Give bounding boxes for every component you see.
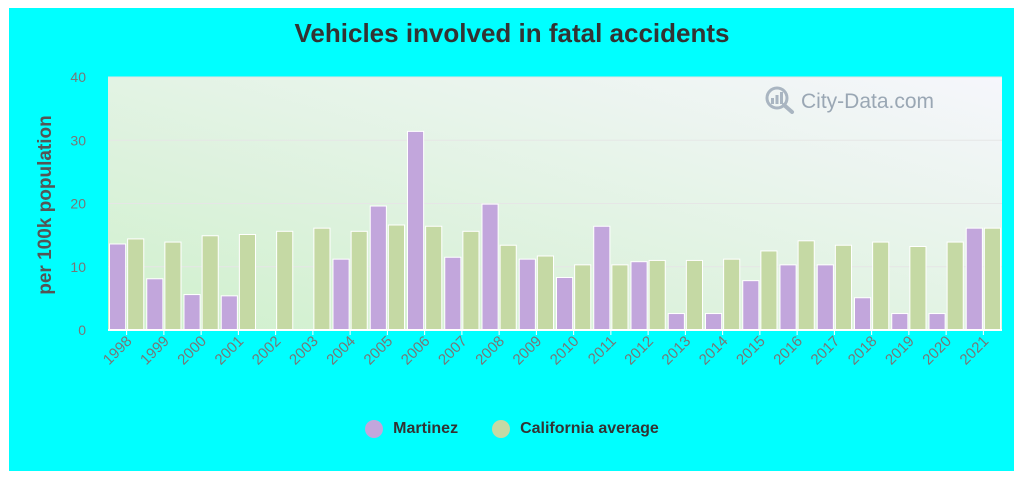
x-tick-label: 2002 — [249, 333, 285, 369]
y-tick-label: 20 — [70, 196, 86, 212]
bar-martinez-2008[interactable] — [481, 203, 499, 331]
x-tick-label: 2016 — [770, 333, 806, 369]
x-tick-label: 2005 — [361, 333, 397, 369]
bar-martinez-2009[interactable] — [518, 258, 536, 331]
bar-martinez-2004[interactable] — [332, 258, 350, 331]
x-tick-label: 2008 — [472, 333, 508, 369]
bar-martinez-2020[interactable] — [928, 313, 946, 331]
bar-martinez-1999[interactable] — [146, 278, 164, 331]
magnifier-chart-icon — [765, 86, 795, 119]
bar-california-average-2019[interactable] — [909, 246, 927, 331]
x-tick-label: 1998 — [100, 333, 136, 369]
bar-california-average-2003[interactable] — [313, 227, 331, 331]
bar-martinez-2021[interactable] — [965, 227, 983, 331]
bar-california-average-2000[interactable] — [201, 235, 219, 331]
bar-california-average-2016[interactable] — [797, 240, 815, 331]
bar-martinez-2000[interactable] — [183, 294, 201, 331]
legend-label-california-average: California average — [520, 420, 659, 437]
x-tick-label: 2006 — [398, 333, 434, 369]
x-tick-label: 2020 — [919, 333, 955, 369]
x-tick-label: 2007 — [435, 333, 471, 369]
bar-martinez-2019[interactable] — [891, 313, 909, 331]
bar-california-average-2018[interactable] — [872, 241, 890, 331]
bar-martinez-2012[interactable] — [630, 261, 648, 331]
legend-item-california-average[interactable]: California average — [492, 420, 659, 438]
x-tick-label: 2017 — [808, 333, 844, 369]
bar-california-average-2013[interactable] — [685, 259, 703, 331]
bar-martinez-1998[interactable] — [109, 243, 127, 331]
x-tick-label: 2011 — [585, 333, 620, 368]
bar-california-average-1999[interactable] — [164, 241, 182, 331]
bar-california-average-2010[interactable] — [574, 264, 592, 331]
x-tick-label: 2004 — [323, 333, 359, 369]
bar-california-average-2004[interactable] — [350, 230, 368, 331]
x-tick-label: 2010 — [547, 333, 583, 369]
watermark-text: City-Data.com — [801, 90, 935, 113]
x-tick-label: 2001 — [212, 333, 248, 369]
watermark: City-Data.com — [765, 86, 935, 119]
legend-swatch-martinez — [365, 420, 384, 438]
bar-martinez-2010[interactable] — [556, 277, 574, 331]
bar-california-average-2015[interactable] — [760, 250, 778, 331]
y-tick-label: 10 — [70, 259, 86, 275]
y-tick-label: 40 — [70, 69, 86, 85]
x-tick-label: 2018 — [845, 333, 881, 369]
bar-california-average-2008[interactable] — [499, 244, 517, 331]
x-tick-label: 2015 — [733, 333, 769, 369]
bar-california-average-2012[interactable] — [648, 259, 666, 331]
bar-california-average-2005[interactable] — [387, 224, 405, 331]
bar-martinez-2011[interactable] — [593, 225, 611, 331]
legend: Martinez California average — [0, 420, 1024, 438]
bar-california-average-2017[interactable] — [834, 244, 852, 331]
x-tick-label: 2000 — [174, 333, 210, 369]
bar-california-average-2006[interactable] — [425, 225, 443, 331]
grid-lines — [108, 76, 1002, 268]
x-tick-label: 2012 — [621, 333, 657, 369]
x-tick-label: 2009 — [510, 333, 546, 369]
bar-california-average-1998[interactable] — [127, 238, 145, 331]
bar-california-average-2011[interactable] — [611, 264, 629, 331]
legend-label-martinez: Martinez — [393, 420, 459, 437]
x-tick-label: 2021 — [957, 333, 993, 369]
legend-item-martinez[interactable]: Martinez — [365, 420, 458, 438]
bar-california-average-2001[interactable] — [238, 233, 256, 331]
bar-martinez-2005[interactable] — [369, 205, 387, 331]
x-tick-label: 2013 — [659, 333, 695, 369]
bar-martinez-2018[interactable] — [854, 297, 872, 331]
bar-martinez-2016[interactable] — [779, 264, 797, 331]
x-tick-label: 2003 — [286, 333, 322, 369]
y-tick-label: 0 — [78, 322, 86, 338]
bar-california-average-2020[interactable] — [946, 241, 964, 331]
bar-california-average-2007[interactable] — [462, 230, 480, 331]
chart-title: Vehicles involved in fatal accidents — [294, 18, 730, 48]
x-tick-label: 1999 — [137, 333, 173, 369]
bar-martinez-2013[interactable] — [667, 313, 685, 331]
bar-california-average-2009[interactable] — [536, 255, 554, 331]
bars — [109, 130, 1001, 331]
bar-martinez-2001[interactable] — [220, 295, 238, 331]
x-tick-label: 2014 — [696, 333, 732, 369]
bar-martinez-2007[interactable] — [444, 256, 462, 331]
bar-martinez-2015[interactable] — [742, 280, 760, 331]
y-tick-label: 30 — [70, 132, 86, 148]
legend-swatch-california-average — [492, 420, 511, 438]
bar-california-average-2014[interactable] — [723, 258, 741, 331]
x-tick-label: 2019 — [882, 333, 918, 369]
bar-california-average-2021[interactable] — [983, 227, 1001, 331]
bar-california-average-2002[interactable] — [276, 230, 294, 331]
bar-martinez-2017[interactable] — [816, 264, 834, 331]
bar-martinez-2014[interactable] — [705, 313, 723, 331]
bar-martinez-2006[interactable] — [407, 130, 425, 331]
